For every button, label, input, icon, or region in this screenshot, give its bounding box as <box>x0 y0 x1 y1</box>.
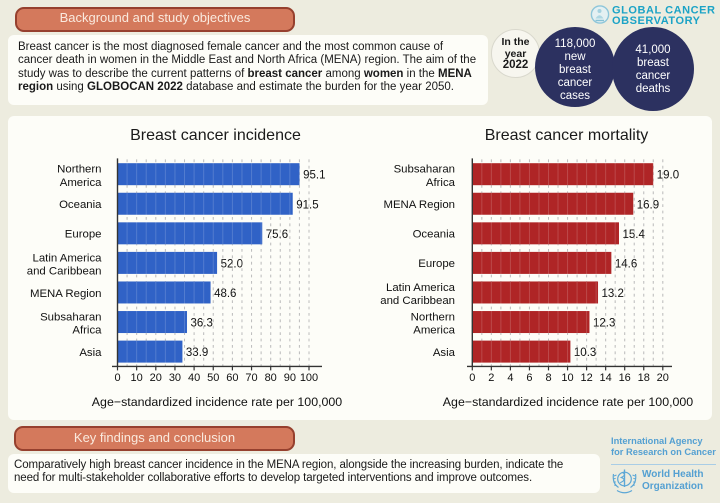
svg-text:and Caribbean: and Caribbean <box>380 295 455 307</box>
svg-text:Breast cancer incidence: Breast cancer incidence <box>130 127 301 144</box>
svg-text:World Health: World Health <box>642 469 703 480</box>
svg-text:16: 16 <box>619 372 631 384</box>
svg-text:6: 6 <box>526 372 532 384</box>
svg-text:Latin America: Latin America <box>386 282 456 294</box>
svg-text:100: 100 <box>300 372 318 384</box>
svg-text:20: 20 <box>150 372 162 384</box>
svg-text:2: 2 <box>488 372 494 384</box>
svg-text:Subsaharan: Subsaharan <box>40 312 101 324</box>
svg-text:36.3: 36.3 <box>191 318 213 330</box>
svg-text:Breast cancer mortality: Breast cancer mortality <box>485 127 649 144</box>
svg-text:Age−standardized incidence rat: Age−standardized incidence rate per 100,… <box>443 395 694 409</box>
svg-text:16.9: 16.9 <box>637 199 659 211</box>
svg-text:10: 10 <box>561 372 573 384</box>
svg-text:33.9: 33.9 <box>186 347 208 359</box>
svg-text:Northern: Northern <box>57 164 101 176</box>
svg-text:80: 80 <box>265 372 277 384</box>
svg-text:and Caribbean: and Caribbean <box>27 266 102 278</box>
svg-text:Asia: Asia <box>433 347 456 359</box>
svg-text:12.3: 12.3 <box>593 318 615 330</box>
svg-text:12: 12 <box>580 372 592 384</box>
svg-text:18: 18 <box>638 372 650 384</box>
svg-text:Northern: Northern <box>411 312 455 324</box>
svg-text:Oceania: Oceania <box>413 229 456 241</box>
svg-text:MENA Region: MENA Region <box>383 199 455 211</box>
svg-text:15.4: 15.4 <box>622 229 645 241</box>
svg-text:America: America <box>413 325 455 337</box>
svg-text:14.6: 14.6 <box>615 258 637 270</box>
svg-text:4: 4 <box>507 372 513 384</box>
svg-text:13.2: 13.2 <box>602 288 624 300</box>
svg-text:America: America <box>60 177 102 189</box>
svg-text:10: 10 <box>131 372 143 384</box>
svg-text:48.6: 48.6 <box>214 288 236 300</box>
svg-text:Europe: Europe <box>65 229 102 241</box>
svg-text:40: 40 <box>188 372 200 384</box>
svg-text:Europe: Europe <box>418 258 455 270</box>
svg-text:0: 0 <box>469 372 475 384</box>
svg-text:70: 70 <box>245 372 257 384</box>
svg-text:60: 60 <box>226 372 238 384</box>
svg-text:Organization: Organization <box>642 481 703 492</box>
svg-text:75.6: 75.6 <box>266 229 288 241</box>
svg-text:50: 50 <box>207 372 219 384</box>
svg-text:Age−standardized incidence rat: Age−standardized incidence rate per 100,… <box>92 395 343 409</box>
svg-text:90: 90 <box>284 372 296 384</box>
svg-text:Latin America: Latin America <box>32 252 102 264</box>
svg-text:Africa: Africa <box>426 177 456 189</box>
svg-text:0: 0 <box>114 372 120 384</box>
svg-text:8: 8 <box>545 372 551 384</box>
svg-text:14: 14 <box>600 372 612 384</box>
svg-text:Subsaharan: Subsaharan <box>394 164 455 176</box>
svg-text:52.0: 52.0 <box>221 258 243 270</box>
svg-text:MENA Region: MENA Region <box>30 288 102 300</box>
svg-text:20: 20 <box>657 372 669 384</box>
svg-text:95.1: 95.1 <box>303 170 325 182</box>
svg-text:Asia: Asia <box>79 347 102 359</box>
svg-text:OBSERVATORY: OBSERVATORY <box>612 15 701 27</box>
svg-text:91.5: 91.5 <box>296 199 318 211</box>
svg-text:10.3: 10.3 <box>574 347 596 359</box>
svg-text:Oceania: Oceania <box>59 199 102 211</box>
svg-text:30: 30 <box>169 372 181 384</box>
svg-text:GLOBAL CANCER: GLOBAL CANCER <box>612 5 716 17</box>
svg-text:19.0: 19.0 <box>657 170 679 182</box>
svg-text:Africa: Africa <box>72 325 102 337</box>
